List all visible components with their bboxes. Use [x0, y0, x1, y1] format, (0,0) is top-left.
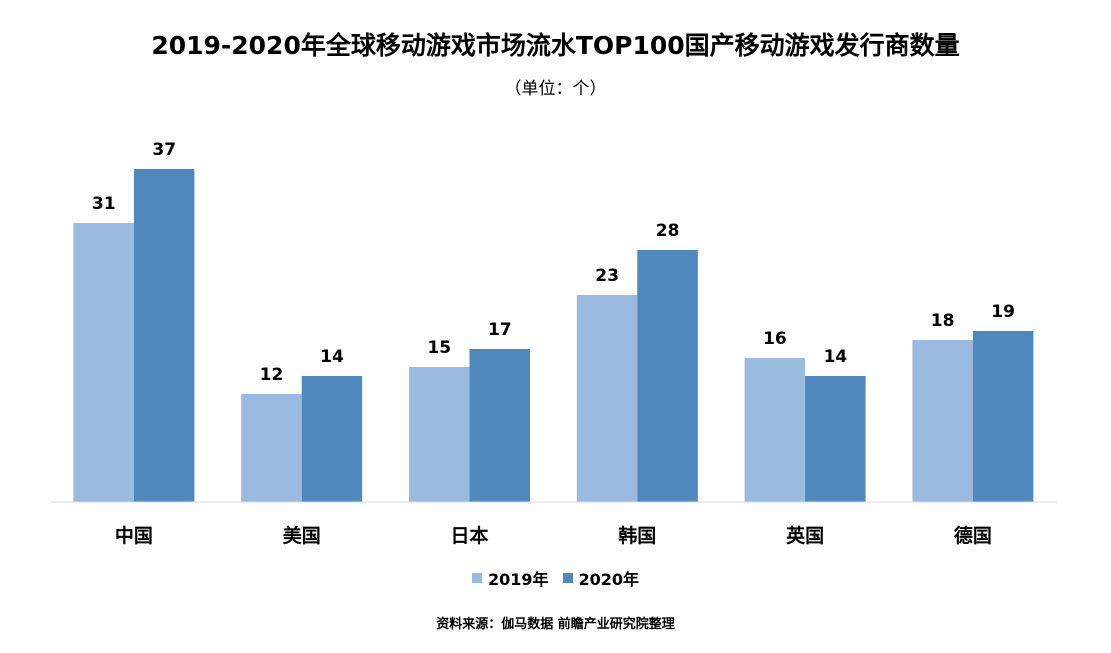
data-label-2020-3: 28 [656, 221, 680, 241]
bar-2020-3 [637, 250, 698, 502]
chart-subtitle: （单位：个） [504, 79, 607, 99]
x-tick-label-3: 韩国 [618, 524, 656, 547]
bar-2019-4 [744, 358, 806, 502]
data-label-2020-4: 14 [824, 347, 848, 367]
bar-2020-1 [301, 376, 363, 502]
legend-label-2020: 2020年 [578, 570, 640, 589]
x-tick-label-1: 美国 [283, 524, 321, 547]
bars-group [73, 169, 1034, 502]
legend-swatch-2019 [471, 573, 482, 583]
bar-2019-2 [409, 367, 470, 502]
bar-2019-5 [912, 340, 973, 502]
legend-label-2019: 2019年 [487, 570, 549, 589]
data-label-2019-3: 23 [595, 266, 619, 286]
data-labels-group: 31 37 12 14 15 17 23 28 16 14 18 19 [92, 140, 1015, 385]
legend: 2019年 2020年 [0, 566, 1111, 590]
bar-2020-2 [469, 349, 530, 502]
chart-title: 2019-2020年全球移动游戏市场流水TOP100国产移动游戏发行商数量 [151, 31, 960, 60]
legend-item-2020: 2020年 [562, 566, 640, 590]
x-tick-label-5: 德国 [954, 524, 992, 547]
bar-2020-4 [805, 376, 866, 502]
data-label-2020-0: 37 [152, 140, 176, 160]
x-tick-label-4: 英国 [786, 524, 824, 547]
x-tick-label-0: 中国 [115, 524, 153, 547]
x-tick-labels-group: 中国 美国 日本 韩国 英国 德国 [115, 524, 992, 547]
legend-item-2019: 2019年 [471, 566, 549, 590]
bar-2019-3 [576, 295, 638, 502]
data-label-2020-1: 14 [320, 347, 344, 367]
legend-swatch-2020 [562, 573, 573, 583]
bar-2020-0 [133, 169, 195, 502]
x-tick-label-2: 日本 [450, 524, 488, 547]
data-label-2019-4: 16 [763, 329, 787, 349]
data-label-2020-5: 19 [991, 302, 1015, 322]
data-label-2019-5: 18 [931, 311, 955, 331]
data-label-2019-1: 12 [260, 365, 284, 385]
bar-2019-1 [241, 394, 302, 502]
data-label-2019-2: 15 [427, 338, 451, 358]
bar-2020-5 [972, 331, 1034, 502]
data-label-2019-0: 31 [92, 194, 116, 214]
data-label-2020-2: 17 [488, 320, 512, 340]
source-note: 资料来源：伽马数据 前瞻产业研究院整理 [436, 617, 675, 632]
bar-2019-0 [73, 223, 134, 502]
